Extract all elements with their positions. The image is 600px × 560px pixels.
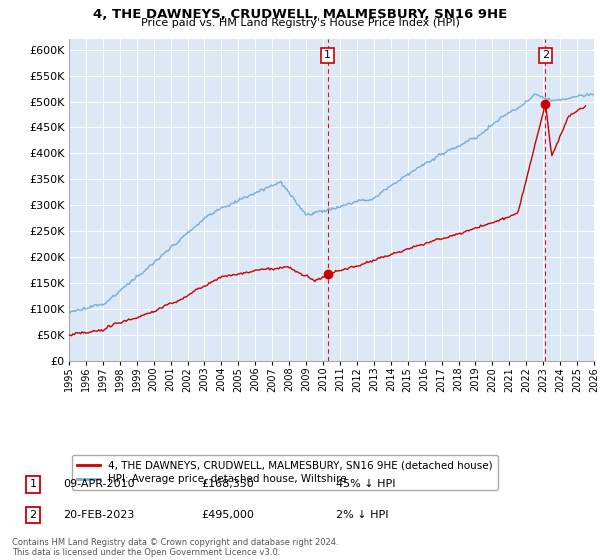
- Text: 1: 1: [29, 479, 37, 489]
- Text: 1: 1: [324, 50, 331, 60]
- Text: 2: 2: [29, 510, 37, 520]
- Text: 2: 2: [542, 50, 549, 60]
- Text: 4, THE DAWNEYS, CRUDWELL, MALMESBURY, SN16 9HE: 4, THE DAWNEYS, CRUDWELL, MALMESBURY, SN…: [93, 8, 507, 21]
- Text: £168,350: £168,350: [201, 479, 254, 489]
- Text: 45% ↓ HPI: 45% ↓ HPI: [336, 479, 395, 489]
- Text: 09-APR-2010: 09-APR-2010: [63, 479, 134, 489]
- Text: 2% ↓ HPI: 2% ↓ HPI: [336, 510, 389, 520]
- Text: Price paid vs. HM Land Registry's House Price Index (HPI): Price paid vs. HM Land Registry's House …: [140, 18, 460, 28]
- Legend: 4, THE DAWNEYS, CRUDWELL, MALMESBURY, SN16 9HE (detached house), HPI: Average pr: 4, THE DAWNEYS, CRUDWELL, MALMESBURY, SN…: [71, 455, 498, 489]
- Text: 20-FEB-2023: 20-FEB-2023: [63, 510, 134, 520]
- Text: Contains HM Land Registry data © Crown copyright and database right 2024.
This d: Contains HM Land Registry data © Crown c…: [12, 538, 338, 557]
- Text: £495,000: £495,000: [201, 510, 254, 520]
